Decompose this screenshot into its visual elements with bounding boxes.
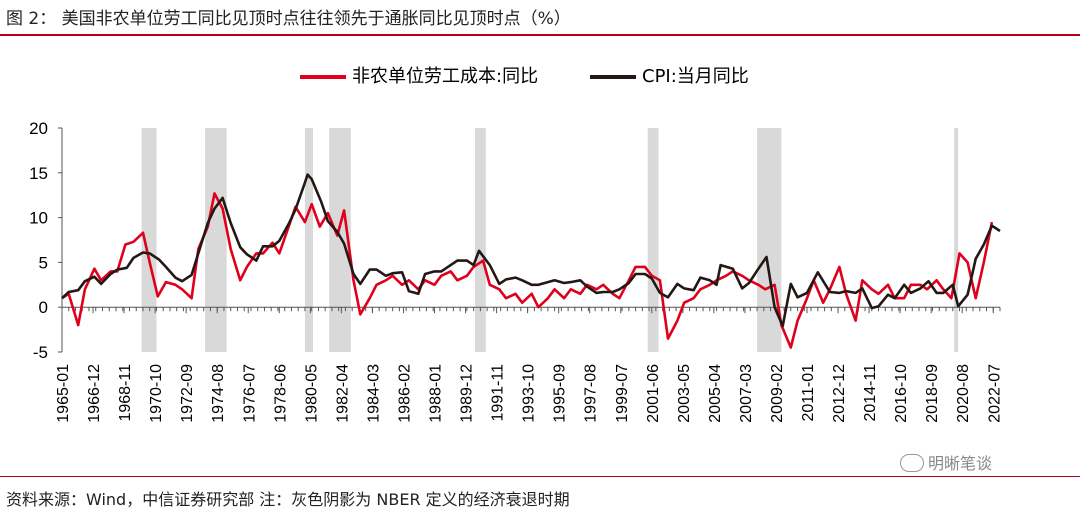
x-tick-label: 1984-03: [365, 364, 382, 423]
x-tick-label: 2007-03: [738, 364, 755, 423]
x-tick-label: 1997-08: [583, 364, 600, 423]
y-tick-label: 20: [29, 119, 48, 138]
series-line-cpi: [61, 173, 1001, 328]
x-tick-label: 1970-10: [148, 364, 165, 423]
footer-rule: [0, 476, 1080, 477]
recession-band: [757, 128, 782, 352]
x-tick-label: 2011-01: [800, 364, 817, 422]
x-tick-label: 1972-09: [179, 364, 196, 423]
x-tick-label: 2022-07: [986, 364, 1003, 423]
x-tick-label: 2003-05: [676, 364, 693, 423]
x-tick-label: 2014-11: [862, 364, 879, 422]
watermark-text: 明晰笔谈: [928, 454, 993, 473]
recession-band: [647, 128, 659, 352]
figure-title: 图 2： 美国非农单位劳工同比见顶时点往往领先于通胀同比见顶时点（%）: [6, 4, 571, 29]
recession-band: [954, 128, 959, 352]
title-rule: [0, 34, 1080, 36]
x-tick-label: 2012-12: [831, 364, 848, 423]
x-tick-label: 1988-01: [428, 364, 445, 423]
x-tick-label: 1999-07: [614, 364, 631, 423]
x-tick-label: 1982-04: [334, 364, 351, 423]
watermark: 明晰笔谈: [900, 450, 992, 474]
x-tick-label: 2001-06: [645, 364, 662, 423]
x-tick-label: 1978-06: [272, 364, 289, 423]
legend-label-labor-cost: 非农单位劳工成本:同比: [352, 66, 539, 87]
recession-band: [141, 128, 157, 352]
legend-item-cpi: CPI:当月同比: [590, 62, 749, 88]
x-tick-label: 2018-09: [924, 364, 941, 423]
y-tick-label: 15: [29, 164, 48, 183]
recession-band: [474, 128, 486, 352]
x-tick-label: 1993-10: [521, 364, 538, 423]
x-tick-label: 1995-09: [552, 364, 569, 423]
x-tick-label: 2020-08: [955, 364, 972, 423]
y-tick-label: 10: [29, 209, 48, 228]
y-tick-label: 5: [39, 253, 48, 272]
legend-swatch-cpi: [590, 75, 636, 79]
wechat-icon: [900, 454, 924, 472]
y-tick-label: -5: [33, 343, 48, 362]
x-tick-label: 1991-11: [490, 364, 507, 422]
source-note: 资料来源：Wind，中信证券研究部 注：灰色阴影为 NBER 定义的经济衰退时期: [6, 490, 570, 509]
x-tick-label: 2016-10: [893, 364, 910, 423]
y-tick-label: 0: [39, 298, 48, 317]
x-tick-label: 1968-11: [117, 364, 134, 422]
legend-item-labor-cost: 非农单位劳工成本:同比: [300, 62, 538, 88]
legend-swatch-labor-cost: [300, 75, 346, 79]
x-tick-label: 1976-07: [241, 364, 258, 423]
x-tick-label: 1989-12: [459, 364, 476, 423]
x-tick-label: 1980-05: [303, 364, 320, 423]
figure-title-text: 美国非农单位劳工同比见顶时点往往领先于通胀同比见顶时点（%）: [61, 9, 571, 29]
x-tick-label: 1965-01: [55, 364, 72, 423]
x-tick-label: 1966-12: [86, 364, 103, 423]
legend-label-cpi: CPI:当月同比: [642, 66, 749, 87]
x-tick-label: 2009-02: [769, 364, 786, 423]
x-tick-label: 2005-04: [707, 364, 724, 423]
recession-band: [205, 128, 227, 352]
figure-number: 图 2：: [6, 9, 57, 29]
series-line-labor-cost: [61, 192, 994, 349]
x-tick-label: 1974-08: [210, 364, 227, 423]
x-tick-label: 1986-02: [396, 364, 413, 423]
recession-band: [329, 128, 351, 352]
recession-band: [304, 128, 314, 352]
